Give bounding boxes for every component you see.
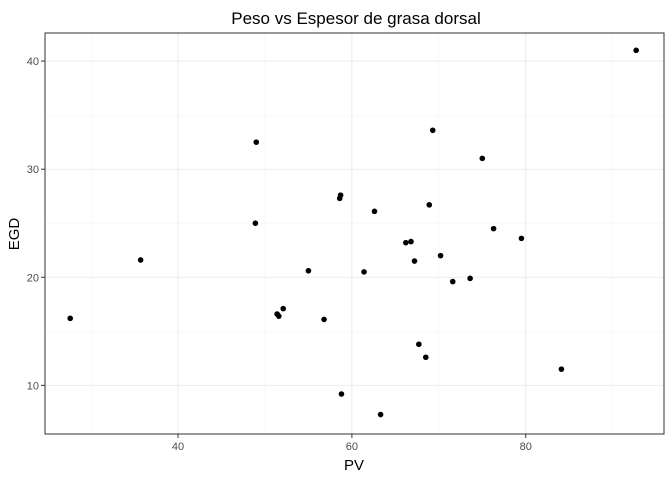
data-point <box>633 47 639 54</box>
x-axis: 40 60 80 <box>172 434 532 453</box>
y-tick-label: 20 <box>27 272 39 284</box>
data-point <box>338 391 345 397</box>
data-point <box>467 275 473 282</box>
data-point <box>276 313 282 319</box>
y-tick-label: 40 <box>27 56 39 68</box>
grid-lines <box>45 33 664 434</box>
y-tick-label: 30 <box>27 164 39 176</box>
y-axis: 10 20 30 40 <box>27 56 45 392</box>
data-point <box>321 316 327 323</box>
data-point <box>490 225 497 232</box>
data-point <box>377 411 384 418</box>
data-point <box>449 278 456 285</box>
chart-title: Peso vs Espesor de grasa dorsal <box>231 9 480 28</box>
data-point <box>422 354 429 361</box>
data-point <box>518 235 525 242</box>
data-point <box>305 267 312 274</box>
data-point <box>558 366 565 372</box>
data-point <box>252 220 259 227</box>
y-tick-label: 10 <box>27 380 39 392</box>
data-point <box>429 127 436 134</box>
x-axis-label: PV <box>344 457 364 474</box>
data-point <box>137 257 144 263</box>
x-tick-label: 60 <box>346 441 358 453</box>
data-point <box>426 202 433 208</box>
x-tick-label: 40 <box>172 441 184 453</box>
plot-panel <box>44 32 665 435</box>
data-point <box>437 252 444 259</box>
data-points <box>67 47 639 418</box>
data-point <box>402 239 409 246</box>
data-point <box>67 315 74 322</box>
data-point <box>280 305 287 312</box>
y-axis-label: EGD <box>6 218 23 251</box>
x-tick-label: 80 <box>520 441 532 453</box>
data-point <box>411 258 418 264</box>
data-point <box>408 238 414 245</box>
data-point <box>337 192 344 198</box>
data-point <box>479 155 486 162</box>
data-point <box>416 341 422 348</box>
data-point <box>361 269 367 275</box>
data-point <box>371 208 378 215</box>
data-point <box>253 139 260 145</box>
